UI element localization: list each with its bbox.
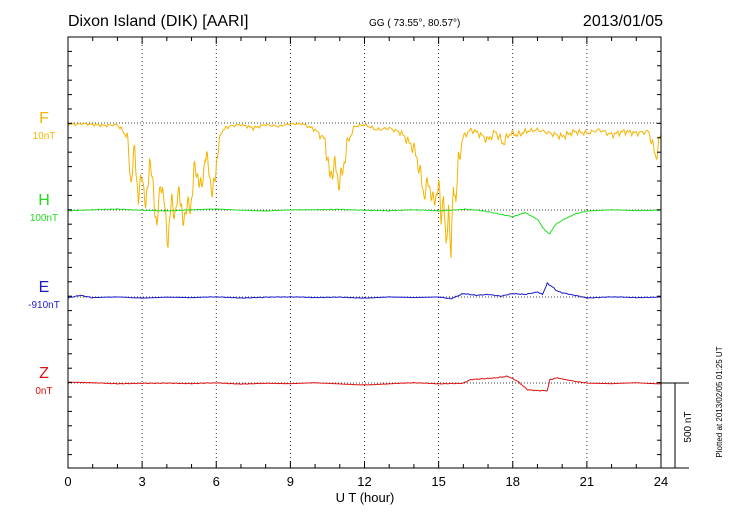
station-title: Dixon Island (DIK) [AARI] bbox=[68, 13, 249, 30]
series-name-E: E bbox=[39, 279, 50, 296]
series-name-F: F bbox=[39, 110, 49, 127]
x-tick-label-12: 12 bbox=[357, 474, 371, 489]
axis-ticks: 0 3 6 9 12 15 18 21 24 bbox=[64, 36, 668, 489]
series-line-Z bbox=[67, 375, 662, 392]
x-tick-label-3: 3 bbox=[139, 474, 146, 489]
date-label: 2013/01/05 bbox=[583, 13, 663, 30]
series-baseline-label-E: -910nT bbox=[28, 300, 60, 311]
x-tick-label-21: 21 bbox=[580, 474, 594, 489]
x-tick-label-6: 6 bbox=[213, 474, 220, 489]
series-baseline-label-Z: 0nT bbox=[35, 386, 52, 397]
x-tick-label-9: 9 bbox=[287, 474, 294, 489]
series-line-H bbox=[67, 208, 662, 235]
series-baseline-label-H: 100nT bbox=[30, 213, 58, 224]
x-tick-label-24: 24 bbox=[654, 474, 668, 489]
grid-lines bbox=[141, 37, 588, 468]
coordinates-label: GG ( 73.55°, 80.57°) bbox=[369, 18, 460, 29]
x-axis-label: U T (hour) bbox=[336, 490, 395, 505]
series-line-E bbox=[67, 282, 661, 300]
series-lines bbox=[67, 122, 662, 392]
series-line-F bbox=[67, 122, 662, 259]
series-name-Z: Z bbox=[39, 365, 49, 382]
x-tick-label-0: 0 bbox=[64, 474, 71, 489]
scale-bar-label: 500 nT bbox=[683, 411, 694, 442]
x-tick-label-18: 18 bbox=[506, 474, 520, 489]
series-name-H: H bbox=[38, 192, 50, 209]
scale-bar: 500 nT bbox=[661, 382, 694, 469]
series-baseline-label-F: 10nT bbox=[33, 131, 56, 142]
x-tick-label-15: 15 bbox=[431, 474, 445, 489]
series-labels: F 10nT H 100nT E -910nT Z 0nT bbox=[28, 110, 60, 397]
plotted-at-note: Plotted at 2013/02/05 01:25 UT bbox=[715, 346, 724, 457]
